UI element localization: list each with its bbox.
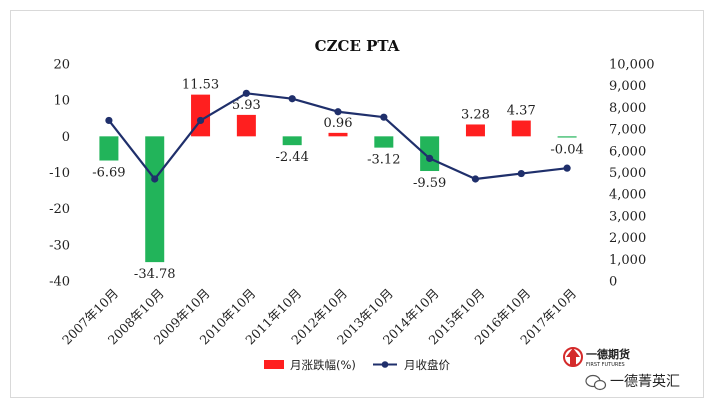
line-point [334, 108, 342, 116]
left-tick-label: -30 [49, 238, 70, 253]
line-point [563, 164, 571, 172]
legend-label-line: 月收盘价 [404, 358, 450, 372]
bar [465, 124, 485, 137]
line-point [196, 116, 205, 125]
bar [328, 132, 348, 137]
right-tick-label: 0 [609, 275, 617, 290]
bar [511, 120, 531, 137]
x-axis-labels: 2007年10月2008年10月2009年10月2010年10月2011年10月… [59, 286, 579, 348]
bar-data-label: -9.59 [413, 176, 446, 191]
bar [374, 136, 394, 148]
right-axis: 10,000 9,000 8,000 7,000 6,000 5,000 4,000 3,00… [609, 58, 655, 290]
line-series [105, 89, 571, 183]
left-tick-label: 0 [62, 130, 70, 145]
bar-data-label: -34.78 [134, 267, 176, 282]
bar-data-label: 4.37 [507, 104, 536, 119]
wechat-icon [585, 374, 607, 391]
right-tick-label: 7,000 [609, 123, 646, 138]
right-tick-label: 4,000 [609, 188, 646, 203]
bar-series [99, 94, 577, 263]
brand-logo-subtext: FIRST FUTURES [586, 362, 625, 368]
line-point [426, 154, 434, 162]
chart-title: CZCE PTA [315, 37, 400, 55]
bar-data-label: 5.93 [232, 98, 261, 113]
bar-data-label: -2.44 [276, 150, 309, 165]
bar [557, 136, 577, 138]
bar [282, 136, 302, 146]
left-tick-label: -20 [49, 202, 70, 217]
line-point [288, 95, 296, 103]
bar-data-labels: -6.69 -34.78 11.53 5.93 -2.44 0.96 -3.12 -9.59 3… [92, 78, 584, 282]
legend-swatch-bar [264, 360, 284, 369]
right-tick-label: 10,000 [609, 58, 655, 73]
bar [420, 136, 440, 172]
right-tick-label: 8,000 [609, 101, 646, 116]
line-point [471, 175, 480, 183]
right-tick-label: 5,000 [609, 166, 646, 181]
right-tick-label: 3,000 [609, 209, 646, 224]
bar-data-label: -3.12 [367, 153, 400, 168]
line-point [151, 175, 159, 183]
right-tick-label: 1,000 [609, 253, 646, 268]
brand-logo-text: 一德期货 [586, 347, 630, 361]
legend-label-bar: 月涨跌幅(%) [290, 358, 356, 372]
legend: 月涨跌幅(%) 月收盘价 [264, 358, 450, 372]
left-tick-label: -40 [49, 275, 70, 290]
bar [145, 136, 165, 263]
line-point [105, 116, 113, 125]
legend-swatch-marker [381, 361, 389, 368]
bar [99, 136, 119, 161]
bar [236, 114, 256, 137]
brand-logo-icon [563, 347, 583, 367]
line-point [242, 89, 250, 97]
left-axis: 20 10 0 -10 -20 -30 -40 [49, 58, 70, 290]
chart-frame [10, 10, 704, 398]
wechat-account-name: 一德菁英汇 [610, 373, 680, 390]
left-tick-label: 10 [53, 94, 70, 109]
left-tick-label: 20 [53, 58, 70, 73]
bar-data-label: -0.04 [550, 143, 583, 158]
bar-data-label: 3.28 [461, 107, 490, 122]
right-tick-label: 6,000 [609, 144, 646, 159]
line-point [517, 169, 525, 178]
bar-data-label: -6.69 [92, 166, 125, 181]
bar-data-label: 11.53 [182, 78, 219, 93]
watermark: 一德期货 FIRST FUTURES 一德菁英汇 [563, 347, 680, 391]
line-point [380, 113, 388, 121]
left-tick-label: -10 [49, 166, 70, 181]
right-tick-label: 2,000 [609, 231, 646, 246]
right-tick-label: 9,000 [609, 79, 646, 94]
bar-data-label: 0.96 [324, 116, 353, 131]
